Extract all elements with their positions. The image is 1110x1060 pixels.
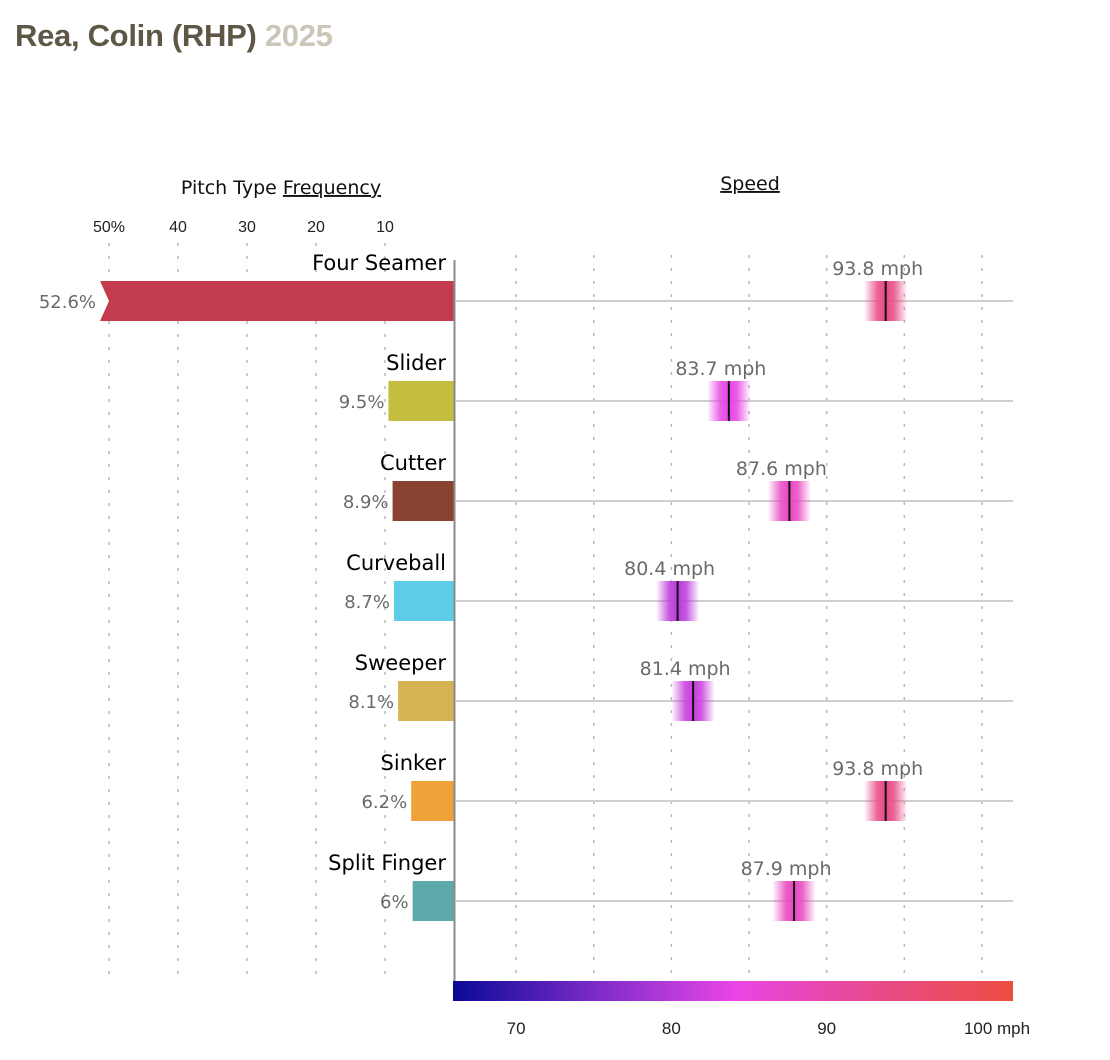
pitch-row: Four Seamer 52.6% 93.8 mph (39, 251, 1013, 321)
speed-gridlines (515, 255, 983, 975)
pitch-row: Cutter 8.9% 87.6 mph (343, 451, 1013, 521)
frequency-panel-title: Pitch Type Frequency (181, 177, 381, 199)
frequency-tick-label: 30 (238, 219, 256, 236)
frequency-gridlines (108, 243, 386, 975)
frequency-tick-label: 40 (169, 219, 187, 236)
player-name: Rea, Colin (RHP) (15, 18, 257, 53)
pitch-name: Split Finger (328, 851, 446, 875)
frequency-tick-label: 20 (307, 219, 325, 236)
speed-panel-title[interactable]: Speed (720, 173, 780, 195)
frequency-tick-label: 10 (376, 219, 394, 236)
speed-value-label: 93.8 mph (832, 258, 923, 280)
frequency-value-label: 6.2% (361, 792, 407, 813)
colorbar-tick-label: 70 (507, 1019, 526, 1038)
chart-title: Rea, Colin (RHP) 2025 (15, 18, 333, 54)
season-year: 2025 (264, 18, 333, 53)
speed-value-label: 87.9 mph (741, 858, 832, 880)
frequency-bar[interactable] (412, 881, 454, 921)
colorbar-tick-labels: 70 80 90 100 mph (507, 1019, 1030, 1038)
colorbar-tick-label: 80 (662, 1019, 681, 1038)
pitch-name: Sinker (381, 751, 447, 775)
speed-value-label: 93.8 mph (832, 758, 923, 780)
frequency-bar[interactable] (393, 581, 454, 621)
frequency-bar[interactable] (388, 381, 454, 421)
pitch-name: Curveball (346, 551, 446, 575)
speed-value-label: 81.4 mph (640, 658, 731, 680)
frequency-value-label: 52.6% (39, 292, 96, 313)
pitch-row: Sweeper 8.1% 81.4 mph (348, 651, 1013, 721)
pitch-row: Curveball 8.7% 80.4 mph (344, 551, 1013, 621)
pitch-row: Split Finger 6% 87.9 mph (328, 851, 1013, 921)
frequency-bar[interactable] (398, 681, 454, 721)
speed-value-label: 83.7 mph (675, 358, 766, 380)
pitch-name: Sweeper (355, 651, 447, 675)
pitch-row: Sinker 6.2% 93.8 mph (361, 751, 1013, 821)
frequency-bar[interactable] (100, 281, 454, 321)
frequency-value-label: 6% (380, 892, 409, 913)
frequency-title-link[interactable]: Frequency (283, 177, 381, 199)
pitch-name: Cutter (380, 451, 446, 475)
frequency-tick-labels: 50% 40 30 20 10 (93, 219, 394, 236)
speed-value-label: 80.4 mph (624, 558, 715, 580)
colorbar-tick-label: 90 (817, 1019, 836, 1038)
frequency-value-label: 8.1% (348, 692, 394, 713)
frequency-tick-label: 50% (93, 219, 125, 236)
frequency-value-label: 8.9% (343, 492, 389, 513)
frequency-bar[interactable] (392, 481, 454, 521)
pitch-name: Four Seamer (312, 251, 446, 275)
speed-value-label: 87.6 mph (736, 458, 827, 480)
frequency-bar[interactable] (411, 781, 454, 821)
colorbar-tick-label: 100 mph (964, 1019, 1030, 1038)
frequency-title-prefix: Pitch Type (181, 177, 283, 199)
pitch-name: Slider (386, 351, 446, 375)
speed-colorbar (453, 981, 1013, 1001)
frequency-value-label: 9.5% (339, 392, 385, 413)
frequency-value-label: 8.7% (344, 592, 390, 613)
